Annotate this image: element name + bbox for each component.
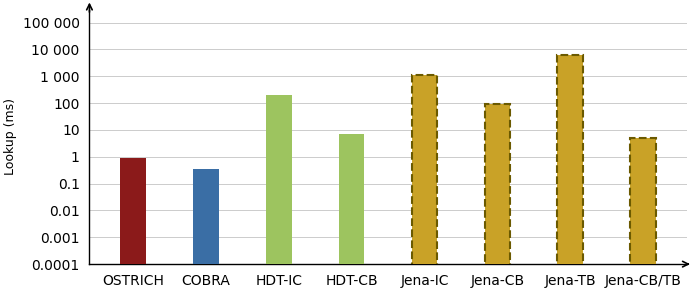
Bar xyxy=(484,104,510,292)
Bar xyxy=(557,55,583,292)
Bar xyxy=(266,95,292,292)
Bar xyxy=(412,75,437,292)
Bar xyxy=(339,134,365,292)
Bar xyxy=(193,169,219,292)
Y-axis label: Lookup (ms): Lookup (ms) xyxy=(4,98,17,175)
Bar xyxy=(631,138,656,292)
Bar xyxy=(121,158,146,292)
